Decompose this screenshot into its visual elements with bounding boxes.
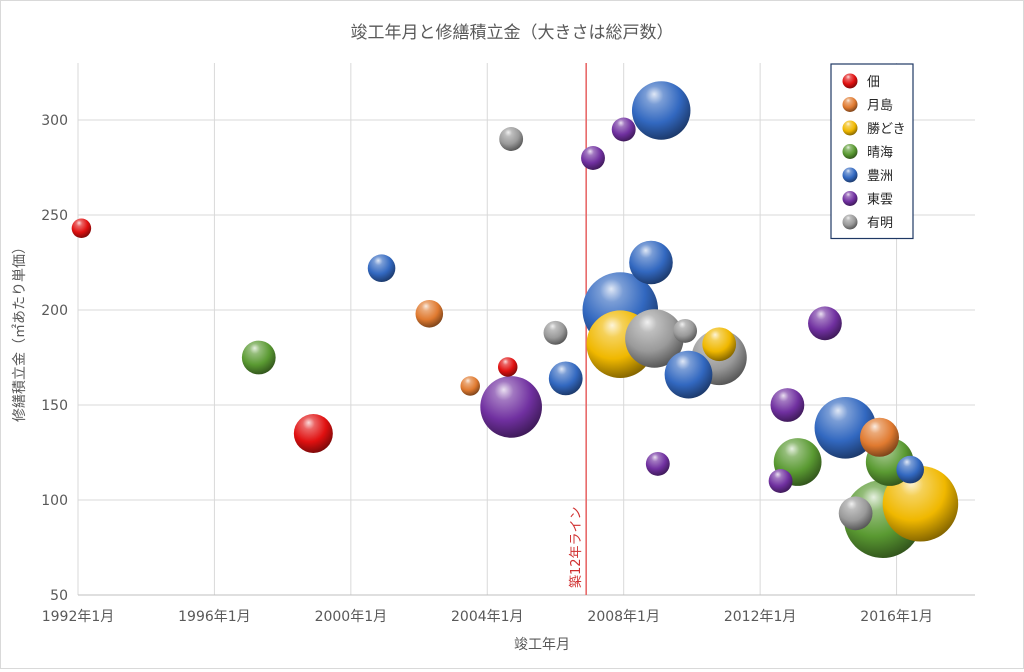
bubble-東雲 [581,146,605,170]
bubbles [71,81,959,558]
bubble-有明 [499,127,524,151]
legend-label: 豊洲 [867,169,893,184]
bubble-月島 [860,417,900,457]
legend-label: 晴海 [867,146,893,161]
x-tick-label: 2016年1月 [860,609,933,625]
x-axis-title: 竣工年月 [514,637,570,653]
bubble-有明 [673,318,698,343]
y-tick-label: 300 [41,113,68,129]
y-tick-label: 150 [41,398,68,414]
bubble-佃 [71,218,92,239]
x-tick-label: 2012年1月 [724,609,797,625]
bubble-佃 [497,357,518,377]
y-axis-title: 修繕積立金（㎡あたり単価） [12,240,28,422]
bubble-東雲 [770,388,805,422]
legend-marker [842,167,858,183]
bubble-東雲 [611,117,636,142]
bubble-佃 [293,414,333,453]
bubble-豊洲 [814,396,877,459]
bubble-東雲 [768,469,793,493]
bubble-有明 [625,309,684,368]
x-tick-label: 2000年1月 [315,609,388,625]
reference-line-label: 築12年ライン [569,506,584,588]
bubble-有明 [543,320,568,345]
bubble-豊洲 [896,455,924,484]
legend-label: 佃 [867,75,880,90]
legend-label: 東雲 [867,192,893,208]
chart-title: 竣工年月と修繕積立金（大きさは総戸数） [351,23,674,43]
bubble-豊洲 [631,81,691,140]
bubble-豊洲 [367,254,396,282]
bubble-勝どき [702,327,737,362]
legend-label: 月島 [867,99,893,114]
legend-marker [842,214,858,230]
legend-label: 有明 [867,216,893,231]
bubble-月島 [415,300,444,328]
reference-line-group: 築12年ライン [569,63,587,595]
x-tick-label: 1996年1月 [178,609,251,625]
bubble-東雲 [480,376,542,438]
bubble-月島 [460,376,480,396]
bubble-豊洲 [629,240,673,285]
bubble-豊洲 [664,350,713,399]
legend-marker [842,97,858,112]
y-tick-label: 200 [41,303,68,319]
legend-marker [842,120,858,136]
bubble-豊洲 [548,361,583,396]
bubble-東雲 [808,306,842,341]
legend-marker [842,191,858,206]
bubble-勝どき [882,466,959,542]
axes: 50 100 150 200 250 300 1992年1月 1996年1月 2000年1月 20… [41,113,933,625]
legend-marker [842,73,858,89]
legend-label: 勝どき [867,122,906,137]
bubble-晴海 [241,340,276,375]
x-tick-label: 1992年1月 [42,609,115,625]
legend-marker [842,144,858,159]
y-tick-label: 100 [41,493,68,509]
bubble-有明 [838,496,873,531]
y-tick-label: 250 [41,208,68,224]
y-tick-label: 50 [50,588,68,604]
bubble-東雲 [645,451,670,476]
x-tick-label: 2004年1月 [451,609,524,625]
x-tick-label: 2008年1月 [587,609,660,625]
